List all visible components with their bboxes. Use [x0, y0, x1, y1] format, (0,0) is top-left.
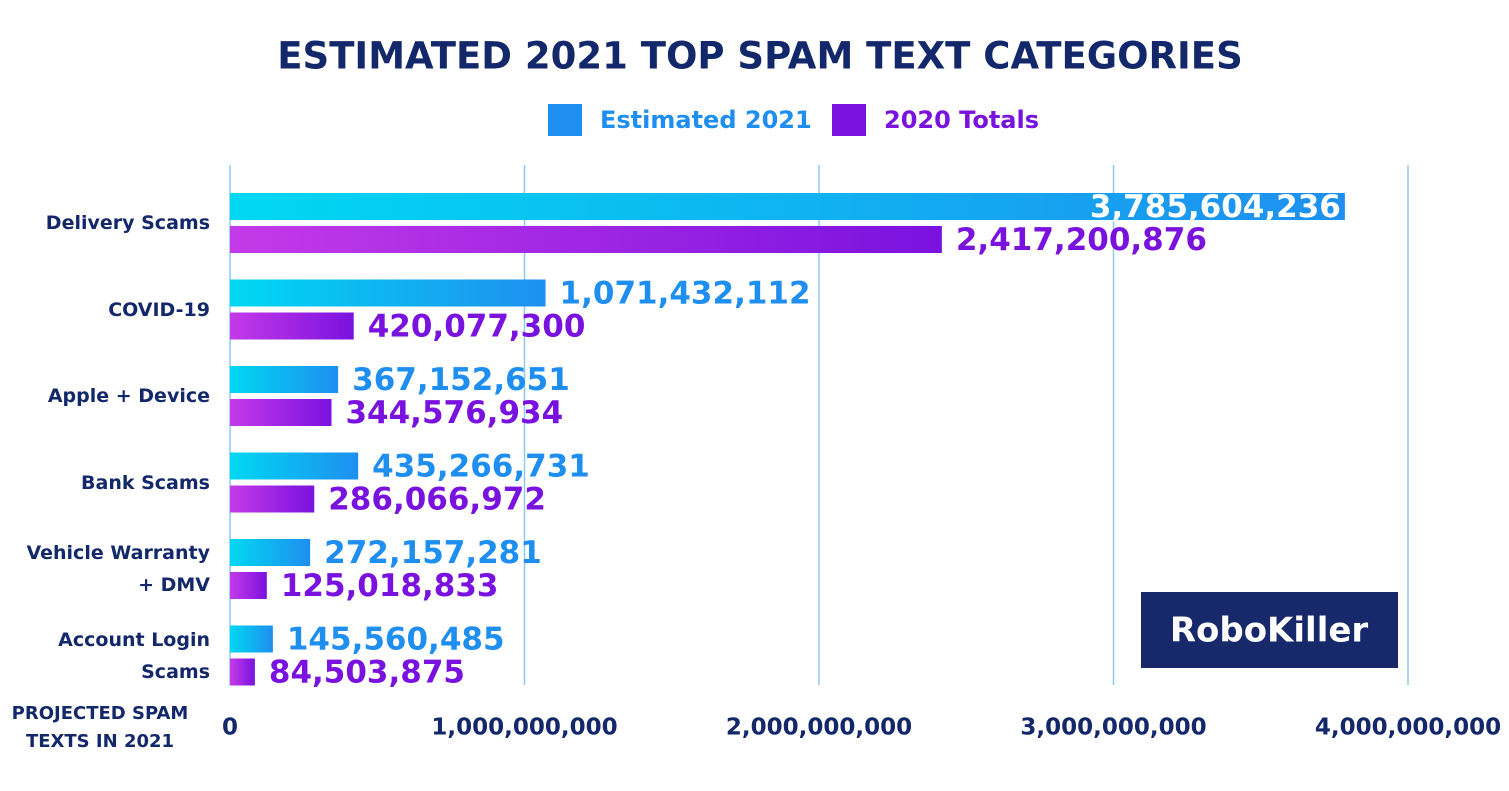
y-tick-label: Delivery Scams: [45, 212, 210, 234]
x-tick-label: 4,000,000,000: [1315, 715, 1501, 741]
bar: [230, 658, 255, 686]
y-tick-label: COVID-19: [108, 298, 210, 321]
logo: RoboKiller: [1170, 611, 1369, 651]
value-label: 344,576,934: [345, 395, 563, 431]
bar: [230, 539, 311, 566]
bar: [230, 366, 339, 393]
value-label: 420,077,300: [368, 309, 586, 345]
bar: [230, 572, 267, 599]
bar: [230, 279, 546, 307]
y-tick-label: Vehicle Warranty + DMV: [26, 542, 210, 596]
bar: [230, 312, 354, 340]
x-tick-label: 1,000,000,000: [431, 715, 617, 741]
legend-swatch: [548, 104, 582, 136]
value-label: 435,266,731: [372, 449, 590, 485]
bar: [230, 226, 942, 253]
x-axis-label: PROJECTED SPAM TEXTS IN 2021: [11, 703, 189, 752]
value-label: 367,152,651: [352, 362, 570, 398]
value-label: 2,417,200,876: [956, 222, 1207, 258]
bar: [230, 485, 315, 513]
logo-box: [1141, 592, 1398, 668]
bar: [230, 452, 359, 480]
y-tick-label: Account Login Scams: [58, 628, 210, 683]
bar: [230, 399, 332, 426]
value-label: 3,785,604,236: [1090, 189, 1341, 225]
value-label: 125,018,833: [281, 568, 499, 604]
bar: [230, 625, 273, 653]
x-tick-label: 3,000,000,000: [1020, 715, 1206, 741]
x-tick-label: 2,000,000,000: [726, 715, 912, 741]
legend-label: Estimated 2021: [600, 106, 812, 134]
legend-label: 2020 Totals: [884, 106, 1039, 134]
y-tick-label: Apple + Device: [47, 385, 210, 407]
x-tick-label: 0: [222, 715, 238, 741]
value-label: 145,560,485: [287, 622, 505, 658]
legend-swatch: [832, 104, 866, 136]
value-label: 84,503,875: [269, 655, 465, 691]
value-label: 272,157,281: [324, 535, 542, 571]
chart-title: ESTIMATED 2021 TOP SPAM TEXT CATEGORIES: [277, 35, 1242, 78]
y-tick-label: Bank Scams: [81, 471, 210, 494]
value-label: 1,071,432,112: [560, 276, 811, 312]
value-label: 286,066,972: [328, 482, 546, 518]
bar: [230, 193, 1345, 220]
